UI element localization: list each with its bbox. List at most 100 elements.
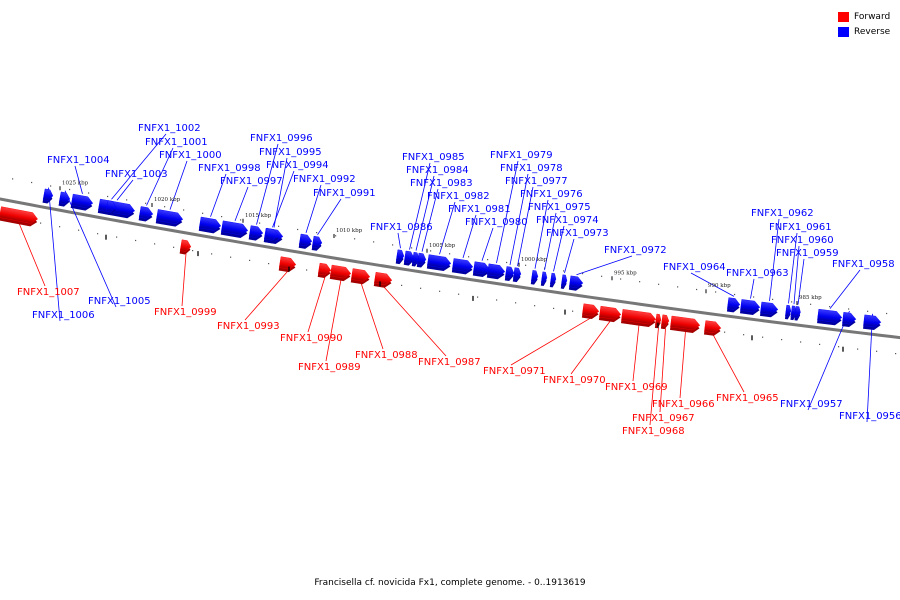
- gene-feature[interactable]: [198, 216, 222, 234]
- gene-label[interactable]: FNFX1_0994: [266, 160, 329, 171]
- gene-label[interactable]: FNFX1_0975: [528, 202, 591, 213]
- gene-label[interactable]: FNFX1_1005: [88, 296, 151, 307]
- gene-feature[interactable]: [395, 249, 405, 265]
- gene-label[interactable]: FNFX1_0991: [313, 188, 376, 199]
- gene-feature[interactable]: [486, 263, 506, 280]
- gene-label[interactable]: FNFX1_0986: [370, 222, 433, 233]
- gene-feature[interactable]: [278, 256, 297, 273]
- gene-label[interactable]: FNFX1_1007: [17, 287, 80, 298]
- gene-label[interactable]: FNFX1_0996: [250, 133, 313, 144]
- gene-label[interactable]: FNFX1_0997: [220, 176, 283, 187]
- gene-label[interactable]: FNFX1_0962: [751, 208, 814, 219]
- gene-label[interactable]: FNFX1_0989: [298, 362, 361, 373]
- gene-label[interactable]: FNFX1_0971: [483, 366, 546, 377]
- gene-feature[interactable]: [703, 320, 722, 337]
- gene-label[interactable]: FNFX1_0979: [490, 150, 553, 161]
- gene-label[interactable]: FNFX1_0998: [198, 163, 261, 174]
- gene-label[interactable]: FNFX1_0957: [780, 399, 843, 410]
- gene-feature[interactable]: [549, 272, 557, 288]
- gene-label[interactable]: FNFX1_1006: [32, 310, 95, 321]
- gene-feature[interactable]: [863, 314, 882, 331]
- gene-feature[interactable]: [451, 258, 474, 275]
- gene-feature[interactable]: [317, 262, 332, 279]
- gene-feature[interactable]: [329, 264, 352, 282]
- gene-feature[interactable]: [138, 206, 154, 222]
- gene-label[interactable]: FNFX1_0999: [154, 307, 217, 318]
- gene-label[interactable]: FNFX1_0961: [769, 222, 832, 233]
- gene-label[interactable]: FNFX1_1002: [138, 123, 201, 134]
- gene-feature[interactable]: [560, 274, 568, 290]
- gene-feature[interactable]: [759, 301, 779, 318]
- gene-feature[interactable]: [0, 206, 39, 228]
- gene-label[interactable]: FNFX1_0968: [622, 426, 685, 437]
- gene-label[interactable]: FNFX1_0972: [604, 245, 667, 256]
- gene-label[interactable]: FNFX1_0976: [520, 189, 583, 200]
- gene-feature[interactable]: [70, 193, 94, 212]
- gene-label[interactable]: FNFX1_0988: [355, 350, 418, 361]
- gene-label[interactable]: FNFX1_0981: [448, 204, 511, 215]
- gene-label[interactable]: FNFX1_0987: [418, 357, 481, 368]
- gene-feature[interactable]: [504, 266, 515, 281]
- gene-label[interactable]: FNFX1_0993: [217, 321, 280, 332]
- gene-feature[interactable]: [42, 188, 54, 204]
- gene-label[interactable]: FNFX1_0980: [465, 217, 528, 228]
- gene-label[interactable]: FNFX1_0970: [543, 375, 606, 386]
- gene-label[interactable]: FNFX1_0966: [652, 399, 715, 410]
- gene-feature[interactable]: [179, 239, 192, 256]
- gene-feature[interactable]: [97, 198, 136, 219]
- gene-feature[interactable]: [264, 228, 280, 244]
- gene-label[interactable]: FNFX1_0977: [505, 176, 568, 187]
- gene-label[interactable]: FNFX1_0960: [771, 235, 834, 246]
- gene-feature[interactable]: [416, 252, 427, 268]
- gene-feature[interactable]: [598, 305, 622, 323]
- gene-feature[interactable]: [581, 303, 600, 320]
- gene-feature[interactable]: [373, 272, 393, 288]
- gene-feature[interactable]: [739, 299, 761, 315]
- gene-feature[interactable]: [784, 304, 792, 320]
- gene-label[interactable]: FNFX1_0963: [726, 268, 789, 279]
- gene-label[interactable]: FNFX1_1001: [145, 137, 208, 148]
- gene-label[interactable]: FNFX1_0964: [663, 262, 726, 273]
- gene-label[interactable]: FNFX1_0958: [832, 259, 895, 270]
- gene-label[interactable]: FNFX1_1000: [159, 150, 222, 161]
- gene-label[interactable]: FNFX1_0984: [406, 165, 469, 176]
- gene-label[interactable]: FNFX1_0967: [632, 413, 695, 424]
- gene-feature[interactable]: [220, 220, 249, 239]
- gene-label[interactable]: FNFX1_0983: [410, 178, 473, 189]
- gene-feature[interactable]: [512, 267, 522, 283]
- gene-feature[interactable]: [669, 315, 701, 334]
- gene-label[interactable]: FNFX1_0959: [776, 248, 839, 259]
- gene-feature[interactable]: [105, 200, 117, 216]
- gene-feature[interactable]: [817, 308, 843, 326]
- gene-label[interactable]: FNFX1_0956: [839, 411, 900, 422]
- gene-feature[interactable]: [472, 261, 491, 278]
- gene-label[interactable]: FNFX1_1003: [105, 169, 168, 180]
- gene-feature[interactable]: [654, 313, 662, 329]
- gene-feature[interactable]: [155, 209, 184, 227]
- gene-feature[interactable]: [794, 306, 801, 321]
- gene-label[interactable]: FNFX1_0982: [427, 191, 490, 202]
- gene-feature[interactable]: [298, 233, 313, 250]
- gene-label[interactable]: FNFX1_0965: [716, 393, 779, 404]
- gene-feature[interactable]: [248, 225, 264, 242]
- gene-label[interactable]: FNFX1_0978: [500, 163, 563, 174]
- gene-feature[interactable]: [568, 275, 584, 292]
- gene-feature[interactable]: [540, 271, 548, 287]
- gene-label[interactable]: FNFX1_0969: [605, 382, 668, 393]
- gene-feature[interactable]: [426, 254, 452, 272]
- gene-feature[interactable]: [726, 297, 741, 313]
- gene-label[interactable]: FNFX1_0985: [402, 152, 465, 163]
- gene-feature[interactable]: [620, 309, 657, 328]
- gene-label[interactable]: FNFX1_0992: [293, 174, 356, 185]
- gene-feature[interactable]: [660, 314, 670, 330]
- gene-feature[interactable]: [530, 270, 539, 285]
- gene-feature[interactable]: [311, 235, 323, 251]
- gene-label[interactable]: FNFX1_0995: [259, 147, 322, 158]
- gene-feature[interactable]: [350, 268, 371, 286]
- gene-feature[interactable]: [58, 191, 71, 208]
- gene-label[interactable]: FNFX1_1004: [47, 155, 110, 166]
- gene-label[interactable]: FNFX1_0990: [280, 333, 343, 344]
- gene-feature[interactable]: [411, 251, 420, 267]
- gene-label[interactable]: FNFX1_0973: [546, 228, 609, 239]
- gene-feature[interactable]: [842, 312, 857, 328]
